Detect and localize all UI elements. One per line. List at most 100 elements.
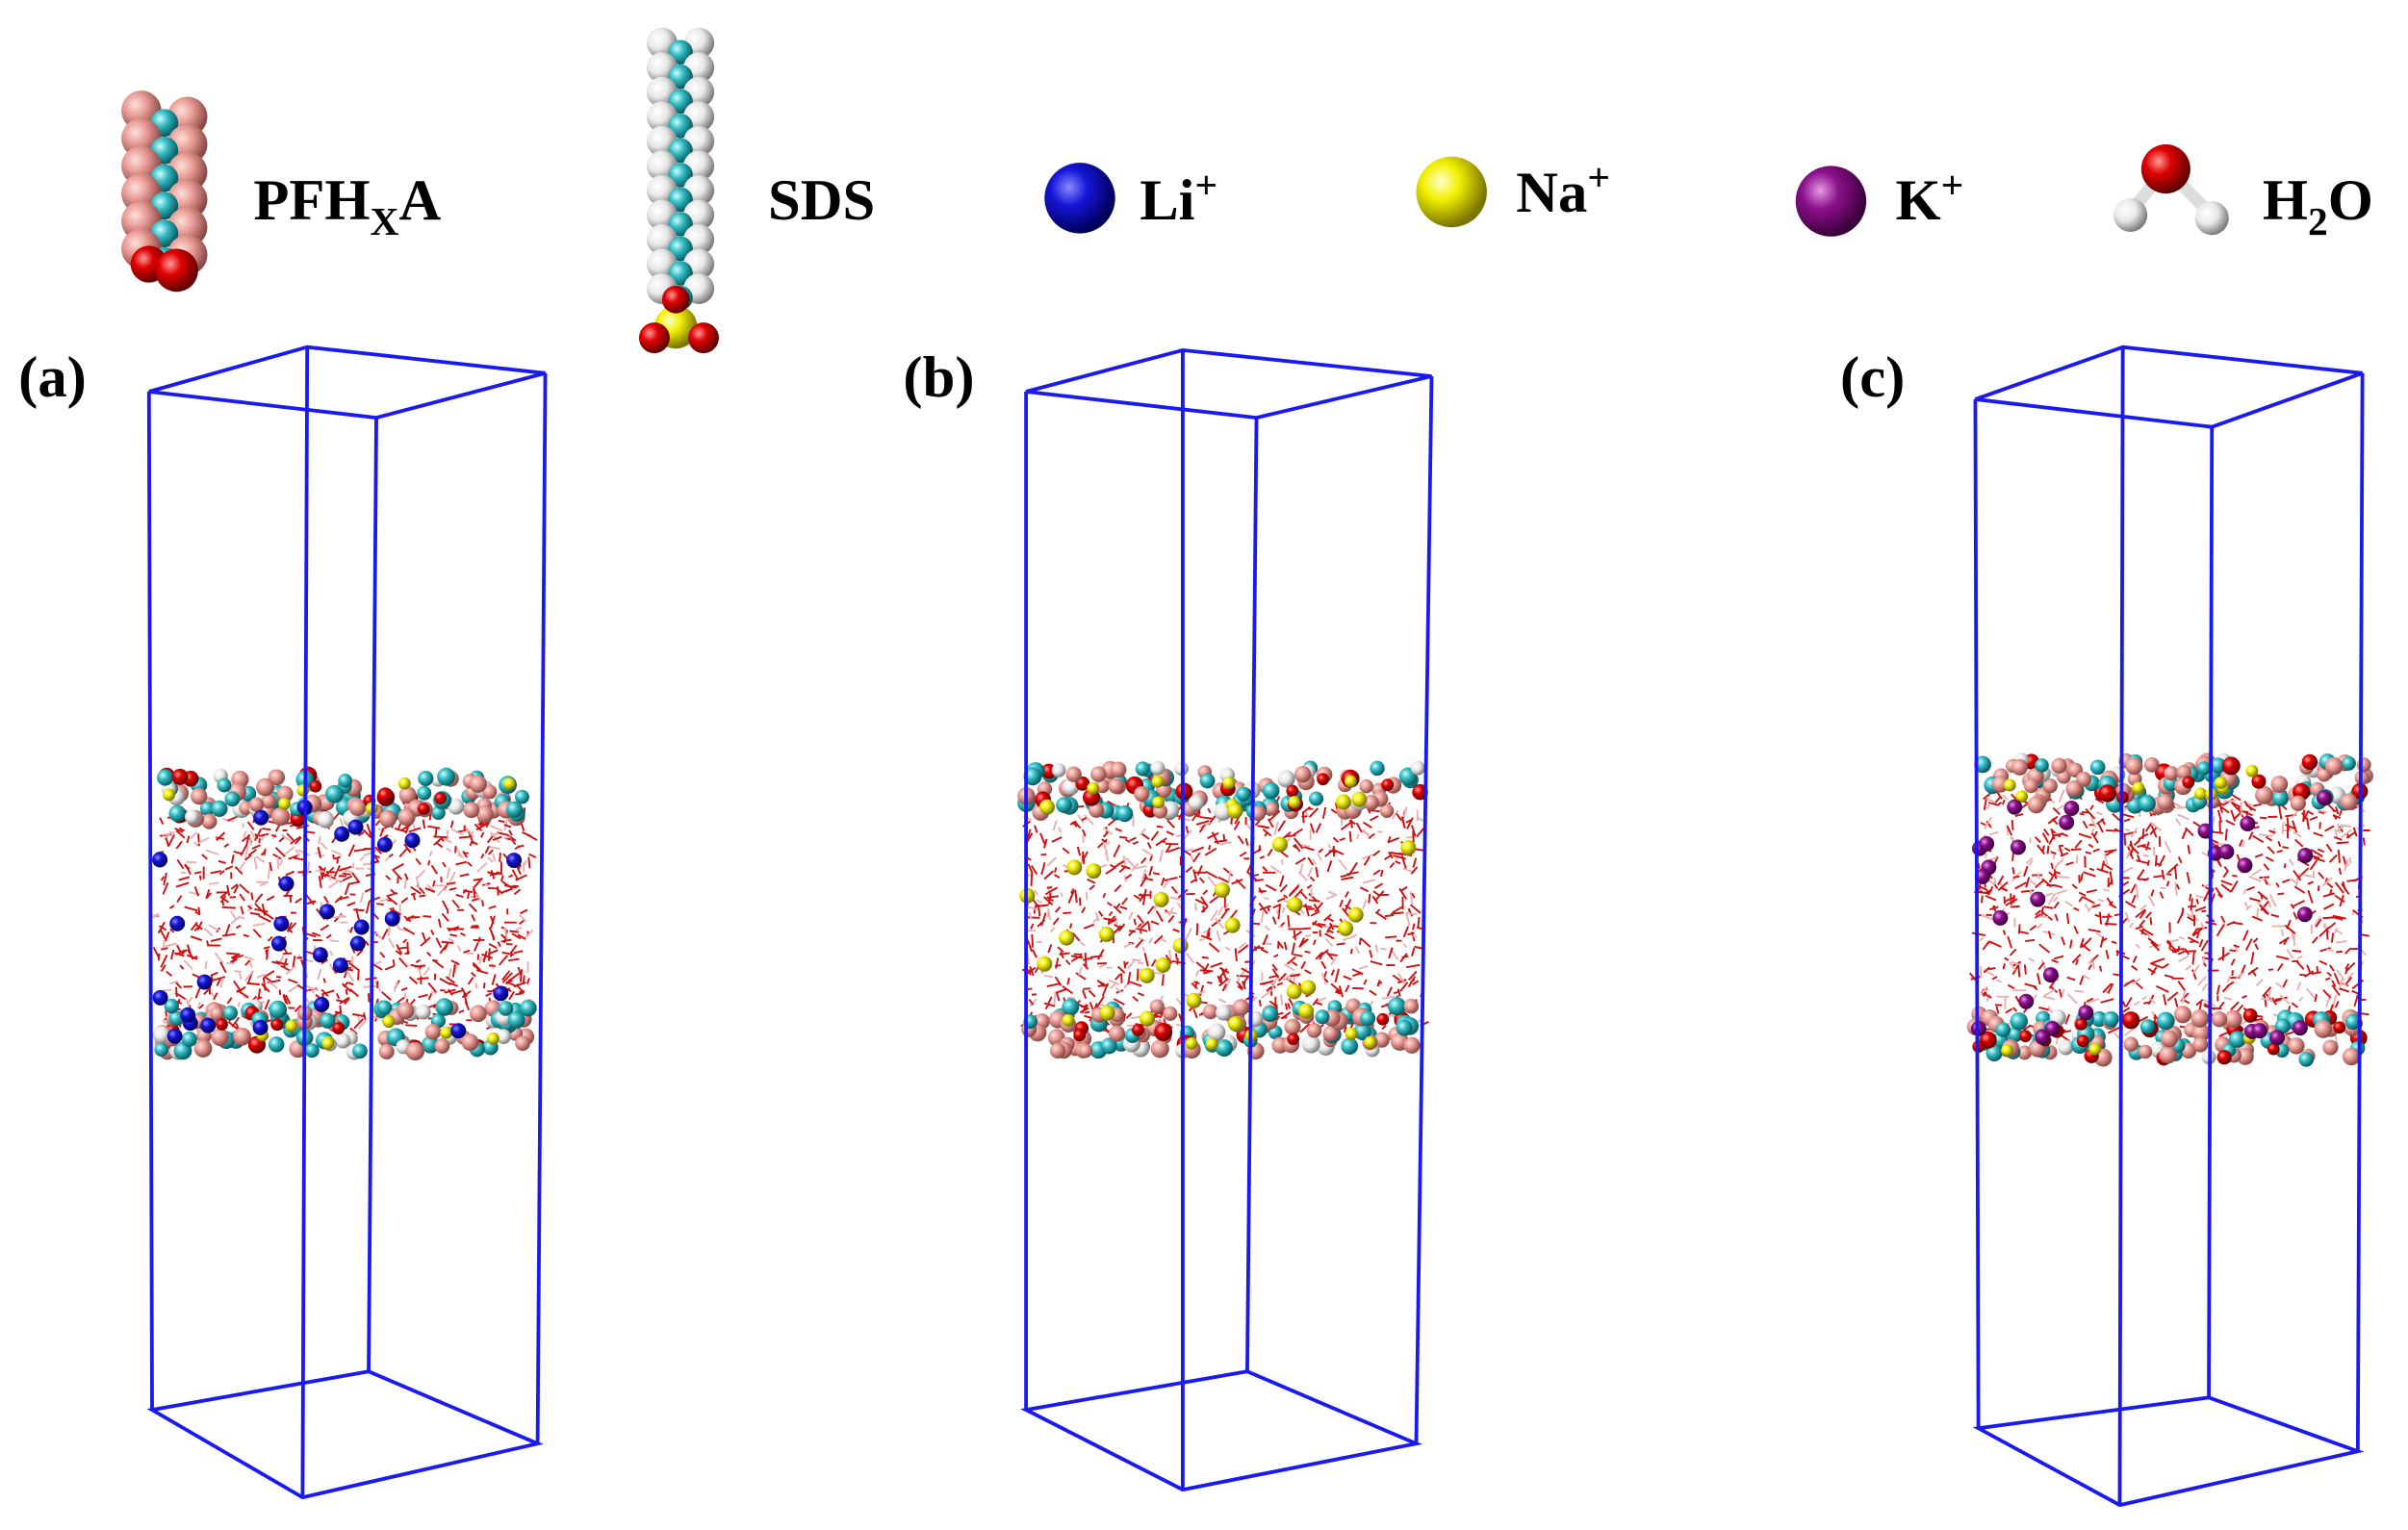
water (1140, 856, 1147, 864)
water (1400, 885, 1408, 892)
water (2064, 900, 2073, 907)
water (1331, 848, 1345, 855)
water (1051, 836, 1063, 843)
water (1334, 968, 1340, 982)
atom (332, 1022, 346, 1034)
water (1185, 826, 1190, 833)
water (1140, 832, 1150, 840)
water (230, 883, 239, 890)
label-part: O (2328, 168, 2373, 233)
water (255, 855, 266, 863)
atom (2138, 1044, 2153, 1059)
water (1330, 969, 1336, 976)
water (2080, 873, 2084, 881)
water (1211, 919, 1221, 928)
water (1262, 829, 1272, 837)
water (2143, 877, 2150, 881)
atom (1344, 775, 1357, 788)
water (1411, 892, 1416, 899)
water (2183, 999, 2190, 1005)
water (1259, 905, 1271, 911)
water (1194, 903, 1197, 911)
water (2326, 971, 2333, 978)
water (305, 932, 317, 938)
water (216, 831, 226, 842)
water (1344, 899, 1352, 912)
water (1195, 969, 1200, 977)
atom (304, 1043, 320, 1058)
water (2230, 880, 2239, 893)
water (1207, 876, 1217, 888)
water (505, 833, 517, 842)
water (1223, 903, 1229, 913)
atom (668, 163, 693, 188)
water (1055, 957, 1060, 969)
water (2038, 915, 2049, 919)
atom (2251, 774, 2267, 789)
water (376, 903, 384, 905)
water (2336, 968, 2345, 982)
water (441, 940, 454, 944)
water (1405, 913, 1411, 927)
water (2042, 995, 2056, 1001)
water (2132, 956, 2138, 963)
atom (418, 770, 434, 787)
water (2102, 862, 2113, 871)
water (2135, 884, 2139, 899)
water (1148, 865, 1153, 877)
atom (2191, 1023, 2211, 1042)
water (1349, 948, 1353, 955)
atom (2159, 1045, 2177, 1064)
water (1241, 967, 1250, 974)
atom (2223, 1009, 2242, 1029)
water (526, 978, 530, 984)
water (2290, 878, 2299, 885)
atom (276, 785, 294, 803)
water (2216, 924, 2225, 937)
water (2153, 875, 2165, 879)
water (2034, 836, 2041, 844)
water (2043, 905, 2054, 909)
ion (1086, 863, 1102, 880)
water (1294, 856, 1306, 865)
water (376, 933, 383, 940)
panel-label: (b) (903, 345, 974, 410)
water (2243, 902, 2249, 909)
water (193, 886, 200, 897)
water (2257, 890, 2268, 901)
water (474, 823, 483, 831)
water (1026, 832, 1034, 843)
water (1317, 923, 1326, 927)
water (1315, 823, 1322, 833)
label-part: SDS (768, 168, 875, 233)
water (2339, 808, 2343, 817)
water (1985, 803, 1992, 810)
water (500, 875, 504, 882)
water (193, 871, 202, 875)
water (2242, 930, 2249, 941)
water (2222, 870, 2229, 879)
water (1081, 906, 1087, 914)
water (2007, 935, 2013, 949)
water (1315, 1002, 1323, 1006)
water (2218, 820, 2221, 833)
atom (440, 1026, 453, 1039)
water (204, 960, 208, 970)
water (198, 875, 202, 880)
water (2094, 798, 2105, 804)
water (243, 830, 247, 839)
label-superscript: + (1587, 155, 1610, 199)
water (2145, 841, 2150, 852)
water (1375, 911, 1387, 921)
water (175, 881, 190, 888)
water (1037, 918, 1046, 928)
water (2294, 838, 2304, 848)
water (2091, 960, 2095, 969)
water (513, 982, 526, 988)
water (246, 905, 253, 910)
water (230, 916, 241, 925)
water (1355, 822, 1363, 833)
water (2177, 951, 2185, 956)
water (1261, 988, 1273, 1000)
